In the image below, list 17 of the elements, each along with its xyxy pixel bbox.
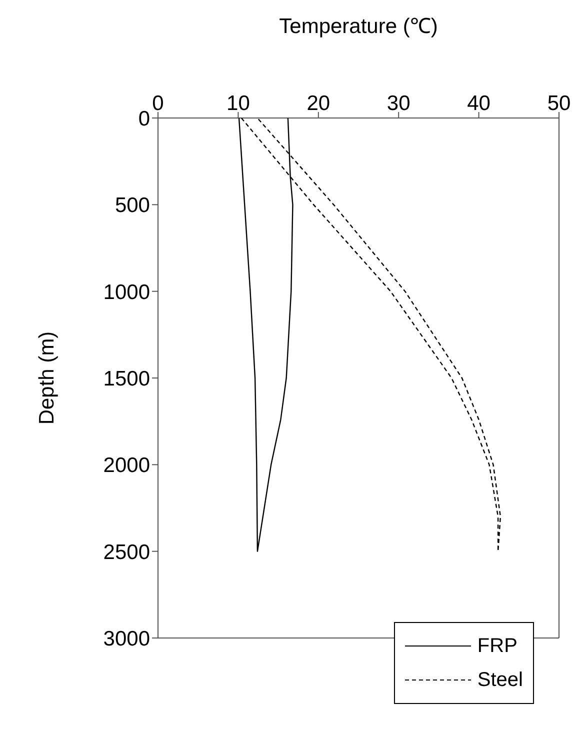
legend-label: Steel (477, 668, 523, 692)
x-tick-label: 50 (547, 92, 571, 115)
x-tick-label: 30 (386, 92, 410, 115)
y-tick-label: 500 (114, 194, 150, 218)
y-tick-label: 2500 (103, 540, 150, 564)
y-tick-label: 1000 (103, 280, 150, 304)
y-tick-label: 3000 (103, 627, 150, 650)
x-tick-label: 20 (306, 92, 330, 115)
legend-label: FRP (477, 634, 518, 658)
y-tick-label: 1500 (103, 367, 150, 390)
x-axis-title: Temperature (℃) (279, 14, 438, 38)
x-tick-label: 40 (467, 92, 490, 115)
x-tick-label: 10 (226, 92, 250, 115)
y-tick-label: 0 (138, 107, 150, 130)
y-axis-title: Depth (m) (35, 331, 58, 425)
y-tick-label: 2000 (103, 454, 150, 478)
x-tick-label: 0 (152, 92, 164, 115)
